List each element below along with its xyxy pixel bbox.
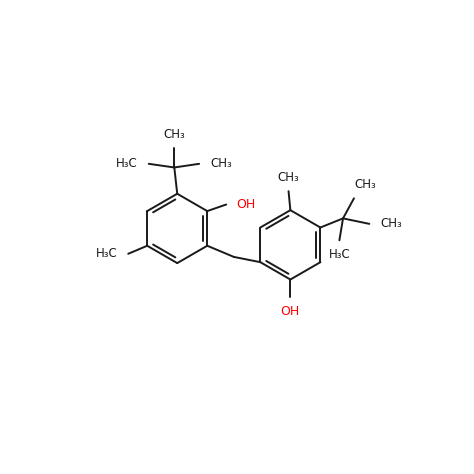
Text: CH₃: CH₃ — [210, 157, 232, 170]
Text: CH₃: CH₃ — [380, 218, 402, 230]
Text: CH₃: CH₃ — [355, 178, 376, 191]
Text: OH: OH — [281, 305, 300, 318]
Text: H₃C: H₃C — [116, 157, 138, 170]
Text: CH₃: CH₃ — [164, 128, 185, 141]
Text: H₃C: H₃C — [96, 247, 117, 260]
Text: CH₃: CH₃ — [278, 171, 300, 184]
Text: H₃C: H₃C — [328, 247, 350, 261]
Text: OH: OH — [237, 198, 255, 211]
